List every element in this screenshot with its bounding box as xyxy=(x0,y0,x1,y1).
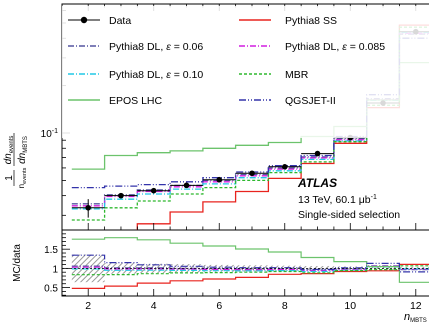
x-axis-label-base: n xyxy=(404,311,410,323)
systematic-band-bin xyxy=(104,263,138,274)
legend-label: Pythia8 SS xyxy=(285,15,337,27)
legend-label: Data xyxy=(109,15,131,27)
series-line-pythia8-dl-0-10 xyxy=(71,31,429,210)
ylabel-numerator-base: dn xyxy=(3,153,14,165)
ratio-y-tick-label: 1.5 xyxy=(44,245,58,256)
x-axis-label: nMBTS xyxy=(404,311,427,324)
legend-label: EPOS LHC xyxy=(109,95,163,107)
x-tick-label: 6 xyxy=(216,300,222,312)
x-tick-label: 2 xyxy=(85,300,91,312)
legend-label: Pythia8 DL, ε = 0.085 xyxy=(285,41,385,53)
data-point xyxy=(150,187,157,194)
data-point xyxy=(314,150,321,157)
data-point xyxy=(183,182,190,189)
svg-text:dnevents: dnevents xyxy=(3,136,15,165)
legend-label: MBR xyxy=(285,69,309,81)
ylabel-numerator-sub: events xyxy=(9,136,15,154)
energy-label-exponent: -1 xyxy=(371,194,377,201)
legend-label: QGSJET-II xyxy=(285,95,336,107)
x-tick-label: 8 xyxy=(282,300,288,312)
legend-label: Pythia8 DL, ε = 0.06 xyxy=(109,41,203,53)
data-point xyxy=(118,192,124,199)
ratio-y-tick-label: 1 xyxy=(52,264,58,275)
ratio-line-mbr xyxy=(71,265,429,276)
svg-text:nevents: nevents xyxy=(17,167,28,188)
ylabel-denominator-base: dn xyxy=(17,152,28,164)
ratio-y-tick-label: 0.5 xyxy=(44,284,58,295)
legend-background xyxy=(62,6,429,138)
x-tick-label: 12 xyxy=(410,300,422,312)
ylabel-prefactor-denominator-sub: events xyxy=(22,167,28,183)
main-y-axis-label: 1 nevents dnevents dnMBTS xyxy=(3,133,29,188)
legend-label: Pythia8 DL, ε = 0.10 xyxy=(109,69,203,81)
data-point xyxy=(281,163,288,170)
y-tick-label: 10-1 xyxy=(41,128,58,140)
ratio-line-epos-lhc xyxy=(71,237,429,283)
energy-label: 13 TeV, 60.1 μb-1 xyxy=(298,194,377,206)
data-points-layer xyxy=(71,28,429,218)
selection-label: Single-sided selection xyxy=(298,209,400,221)
svg-text:dnMBTS: dnMBTS xyxy=(17,136,29,164)
x-tick-label: 4 xyxy=(151,300,157,312)
systematic-band-bin xyxy=(268,265,302,272)
ylabel-denominator-sub: MBTS xyxy=(23,136,29,153)
ylabel-prefactor-denominator-base: n xyxy=(17,184,26,188)
legend: Data Pythia8 SS Pythia8 DL, ε = 0.06 Pythia… xyxy=(62,6,429,138)
x-axis-label-sub: MBTS xyxy=(410,318,427,324)
systematic-band-bin xyxy=(301,266,334,271)
data-point xyxy=(85,204,92,211)
ratio-y-axis-label: MC/data xyxy=(12,244,23,282)
ylabel-prefactor-numerator: 1 xyxy=(4,175,15,181)
systematic-band-bin xyxy=(137,263,171,273)
x-tick-label: 10 xyxy=(344,300,356,312)
atlas-label: ATLAS xyxy=(297,176,337,190)
legend-data-marker xyxy=(80,16,88,24)
systematic-band-bin xyxy=(235,265,269,272)
energy-label-text: 13 TeV, 60.1 μb xyxy=(298,194,371,206)
data-point xyxy=(249,170,255,177)
data-point xyxy=(216,176,223,183)
ratio-series-layer xyxy=(71,237,429,289)
